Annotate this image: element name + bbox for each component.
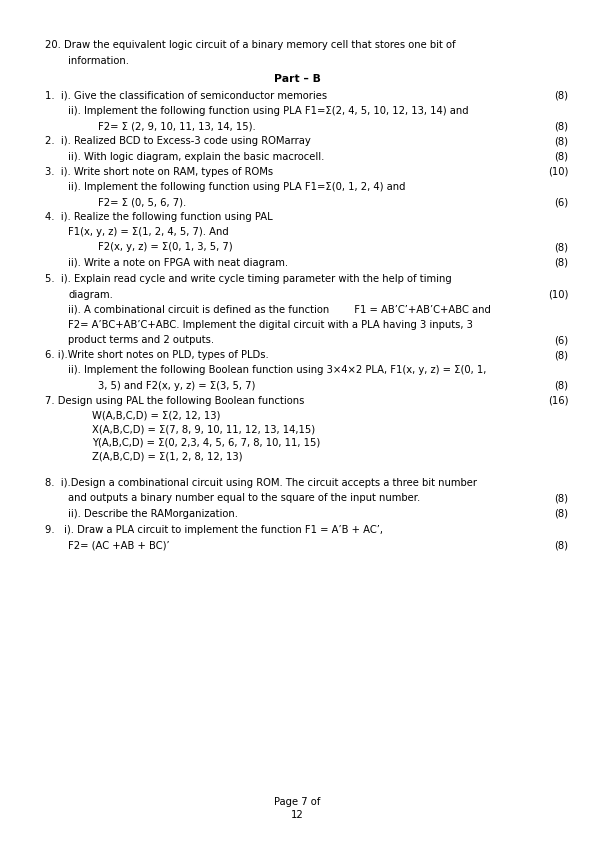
Text: F2= Σ (0, 5, 6, 7).: F2= Σ (0, 5, 6, 7).: [98, 197, 186, 207]
Text: ii). With logic diagram, explain the basic macrocell.: ii). With logic diagram, explain the bas…: [68, 152, 325, 162]
Text: Page 7 of: Page 7 of: [274, 797, 321, 807]
Text: (10): (10): [548, 167, 568, 177]
Text: and outputs a binary number equal to the square of the input number.: and outputs a binary number equal to the…: [68, 493, 421, 504]
Text: 2.  i). Realized BCD to Excess-3 code using ROMarray: 2. i). Realized BCD to Excess-3 code usi…: [45, 136, 311, 147]
Text: 5.  i). Explain read cycle and write cycle timing parameter with the help of tim: 5. i). Explain read cycle and write cycl…: [45, 274, 452, 285]
Text: F2= (AC +AB + BC)’: F2= (AC +AB + BC)’: [68, 541, 170, 551]
Text: (8): (8): [554, 91, 568, 101]
Text: 1.  i). Give the classification of semiconductor memories: 1. i). Give the classification of semico…: [45, 91, 327, 101]
Text: (8): (8): [554, 242, 568, 253]
Text: (6): (6): [554, 197, 568, 207]
Text: (6): (6): [554, 335, 568, 345]
Text: product terms and 2 outputs.: product terms and 2 outputs.: [68, 335, 215, 345]
Text: (8): (8): [554, 136, 568, 147]
Text: F1(x, y, z) = Σ(1, 2, 4, 5, 7). And: F1(x, y, z) = Σ(1, 2, 4, 5, 7). And: [68, 227, 229, 237]
Text: diagram.: diagram.: [68, 290, 113, 300]
Text: ii). A combinational circuit is defined as the function        F1 = AB’C’+AB’C+A: ii). A combinational circuit is defined …: [68, 305, 491, 315]
Text: 3.  i). Write short note on RAM, types of ROMs: 3. i). Write short note on RAM, types of…: [45, 167, 273, 177]
Text: F2= A’BC+AB’C+ABC. Implement the digital circuit with a PLA having 3 inputs, 3: F2= A’BC+AB’C+ABC. Implement the digital…: [68, 320, 473, 330]
Text: F2(x, y, z) = Σ(0, 1, 3, 5, 7): F2(x, y, z) = Σ(0, 1, 3, 5, 7): [98, 242, 233, 253]
Text: Z(A,B,C,D) = Σ(1, 2, 8, 12, 13): Z(A,B,C,D) = Σ(1, 2, 8, 12, 13): [92, 451, 243, 461]
Text: 12: 12: [291, 810, 304, 820]
Text: information.: information.: [68, 56, 130, 66]
Text: ii). Implement the following function using PLA F1=Σ(0, 1, 2, 4) and: ii). Implement the following function us…: [68, 182, 406, 192]
Text: X(A,B,C,D) = Σ(7, 8, 9, 10, 11, 12, 13, 14,15): X(A,B,C,D) = Σ(7, 8, 9, 10, 11, 12, 13, …: [92, 424, 315, 434]
Text: Part – B: Part – B: [274, 74, 321, 84]
Text: ii). Write a note on FPGA with neat diagram.: ii). Write a note on FPGA with neat diag…: [68, 258, 289, 268]
Text: (8): (8): [554, 152, 568, 162]
Text: F2= Σ (2, 9, 10, 11, 13, 14, 15).: F2= Σ (2, 9, 10, 11, 13, 14, 15).: [98, 121, 256, 131]
Text: 9.   i). Draw a PLA circuit to implement the function F1 = A’B + AC’,: 9. i). Draw a PLA circuit to implement t…: [45, 525, 383, 536]
Text: (8): (8): [554, 350, 568, 360]
Text: (8): (8): [554, 121, 568, 131]
Text: 8.  i).Design a combinational circuit using ROM. The circuit accepts a three bit: 8. i).Design a combinational circuit usi…: [45, 478, 477, 488]
Text: (8): (8): [554, 381, 568, 391]
Text: (16): (16): [548, 396, 568, 406]
Text: 3, 5) and F2(x, y, z) = Σ(3, 5, 7): 3, 5) and F2(x, y, z) = Σ(3, 5, 7): [98, 381, 255, 391]
Text: Y(A,B,C,D) = Σ(0, 2,3, 4, 5, 6, 7, 8, 10, 11, 15): Y(A,B,C,D) = Σ(0, 2,3, 4, 5, 6, 7, 8, 10…: [92, 438, 321, 448]
Text: (10): (10): [548, 290, 568, 300]
Text: (8): (8): [554, 541, 568, 551]
Text: ii). Describe the RAMorganization.: ii). Describe the RAMorganization.: [68, 509, 239, 519]
Text: ii). Implement the following Boolean function using 3×4×2 PLA, F1(x, y, z) = Σ(0: ii). Implement the following Boolean fun…: [68, 365, 487, 376]
Text: 4.  i). Realize the following function using PAL: 4. i). Realize the following function us…: [45, 212, 273, 222]
Text: (8): (8): [554, 509, 568, 519]
Text: 7. Design using PAL the following Boolean functions: 7. Design using PAL the following Boolea…: [45, 396, 304, 406]
Text: W(A,B,C,D) = Σ(2, 12, 13): W(A,B,C,D) = Σ(2, 12, 13): [92, 411, 221, 421]
Text: ii). Implement the following function using PLA F1=Σ(2, 4, 5, 10, 12, 13, 14) an: ii). Implement the following function us…: [68, 106, 469, 116]
Text: (8): (8): [554, 258, 568, 268]
Text: (8): (8): [554, 493, 568, 504]
Text: 20. Draw the equivalent logic circuit of a binary memory cell that stores one bi: 20. Draw the equivalent logic circuit of…: [45, 40, 455, 51]
Text: 6. i).Write short notes on PLD, types of PLDs.: 6. i).Write short notes on PLD, types of…: [45, 350, 268, 360]
